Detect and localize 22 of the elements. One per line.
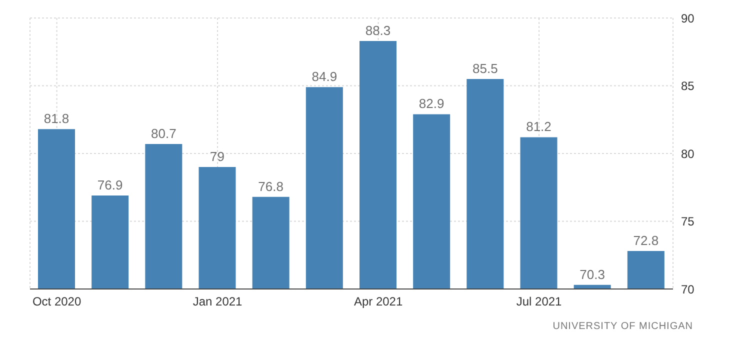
data-label: 76.9: [97, 178, 123, 193]
data-label: 82.9: [418, 96, 444, 112]
y-tick-label: 90: [681, 11, 695, 26]
y-tick-label: 75: [681, 214, 695, 229]
x-tick-label: Apr 2021: [354, 294, 403, 309]
data-label: 79: [210, 149, 224, 164]
y-tick-label: 80: [681, 146, 695, 161]
y-tick-label: 70: [681, 282, 695, 296]
data-label: 70.3: [580, 266, 605, 282]
y-tick-label: 85: [681, 79, 695, 94]
text: UNIVERSITY OF MICHIGAN: [552, 321, 694, 332]
x-tick-label: Jul 2021: [516, 294, 562, 309]
x-tick-label: Jan 2021: [192, 294, 243, 309]
data-label: 81.2: [526, 119, 552, 134]
data-label: 76.8: [258, 178, 284, 194]
x-tick-label: Oct 2020: [32, 294, 82, 309]
data-label: 81.8: [44, 111, 70, 126]
data-label: 85.5: [472, 60, 498, 76]
data-label: 80.7: [151, 126, 176, 142]
data-label: 72.8: [633, 233, 659, 248]
data-label: 88.3: [365, 23, 391, 38]
data-label: 84.9: [312, 69, 338, 84]
